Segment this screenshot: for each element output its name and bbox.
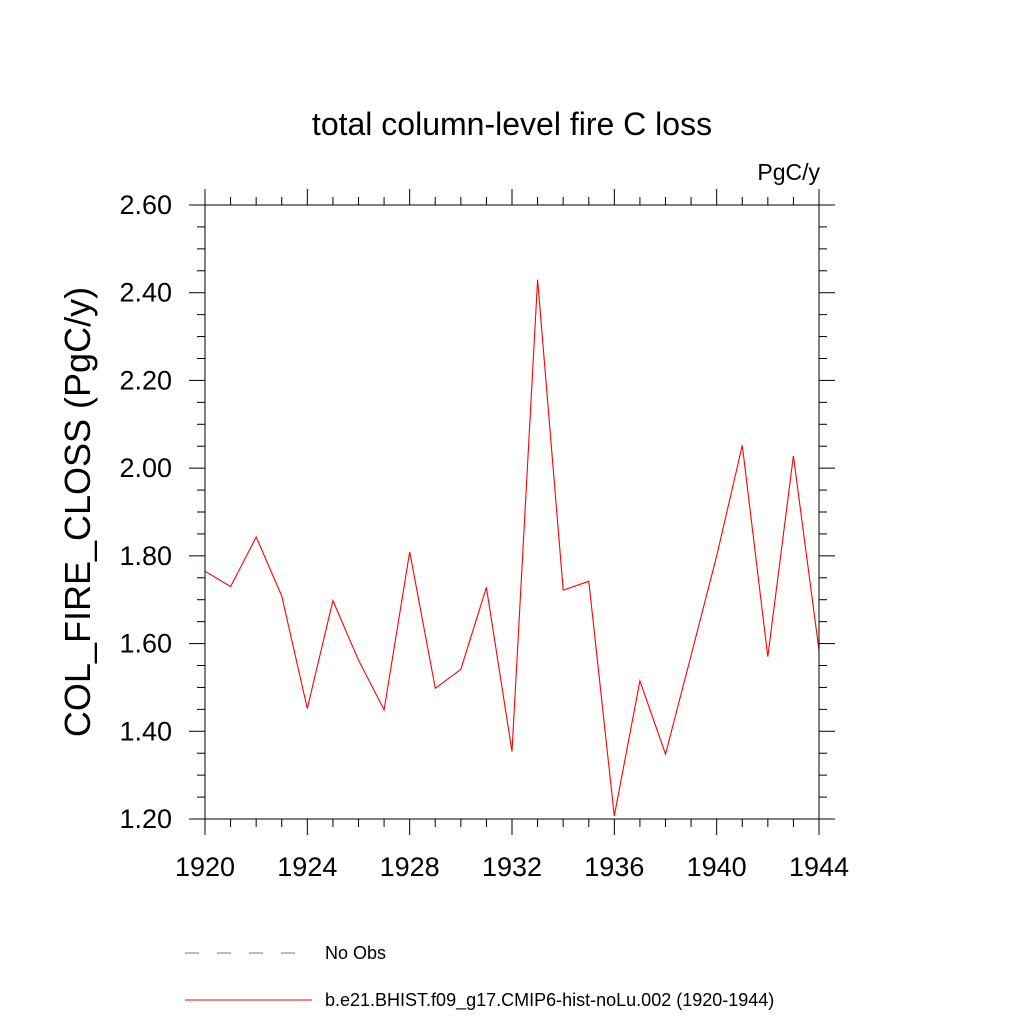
chart-title: total column-level fire C loss [312, 106, 712, 142]
y-tick-label: 1.60 [119, 629, 172, 659]
x-tick-label: 1928 [380, 852, 440, 882]
y-tick-label: 2.40 [119, 278, 172, 308]
y-tick-label: 2.60 [119, 190, 172, 220]
y-tick-labels: 1.20 1.40 1.60 1.80 2.00 2.20 2.40 2.60 [119, 190, 172, 834]
series-lines [204, 279, 820, 817]
units-label: PgC/y [757, 159, 820, 185]
series-line [204, 279, 820, 817]
plot-frame [204, 204, 820, 820]
y-tick-label: 1.40 [119, 716, 172, 746]
x-tick-label: 1944 [789, 852, 849, 882]
x-tick-labels: 1920 1924 1928 1932 1936 1940 1944 [175, 852, 849, 882]
legend-label: No Obs [325, 943, 386, 963]
y-tick-label: 2.20 [119, 365, 172, 395]
x-tick-label: 1920 [175, 852, 235, 882]
y-axis-label: COL_FIRE_CLOSS (PgC/y) [57, 287, 98, 737]
legend: No Obs b.e21.BHIST.f09_g17.CMIP6-hist-noL… [185, 943, 774, 1011]
x-tick-label: 1940 [687, 852, 747, 882]
axis-ticks [189, 189, 835, 835]
x-tick-label: 1924 [277, 852, 337, 882]
legend-label: b.e21.BHIST.f09_g17.CMIP6-hist-noLu.002 … [325, 990, 774, 1011]
x-tick-label: 1936 [584, 852, 644, 882]
y-tick-label: 2.00 [119, 453, 172, 483]
y-tick-label: 1.80 [119, 541, 172, 571]
x-tick-label: 1932 [482, 852, 542, 882]
y-tick-label: 1.20 [119, 804, 172, 834]
